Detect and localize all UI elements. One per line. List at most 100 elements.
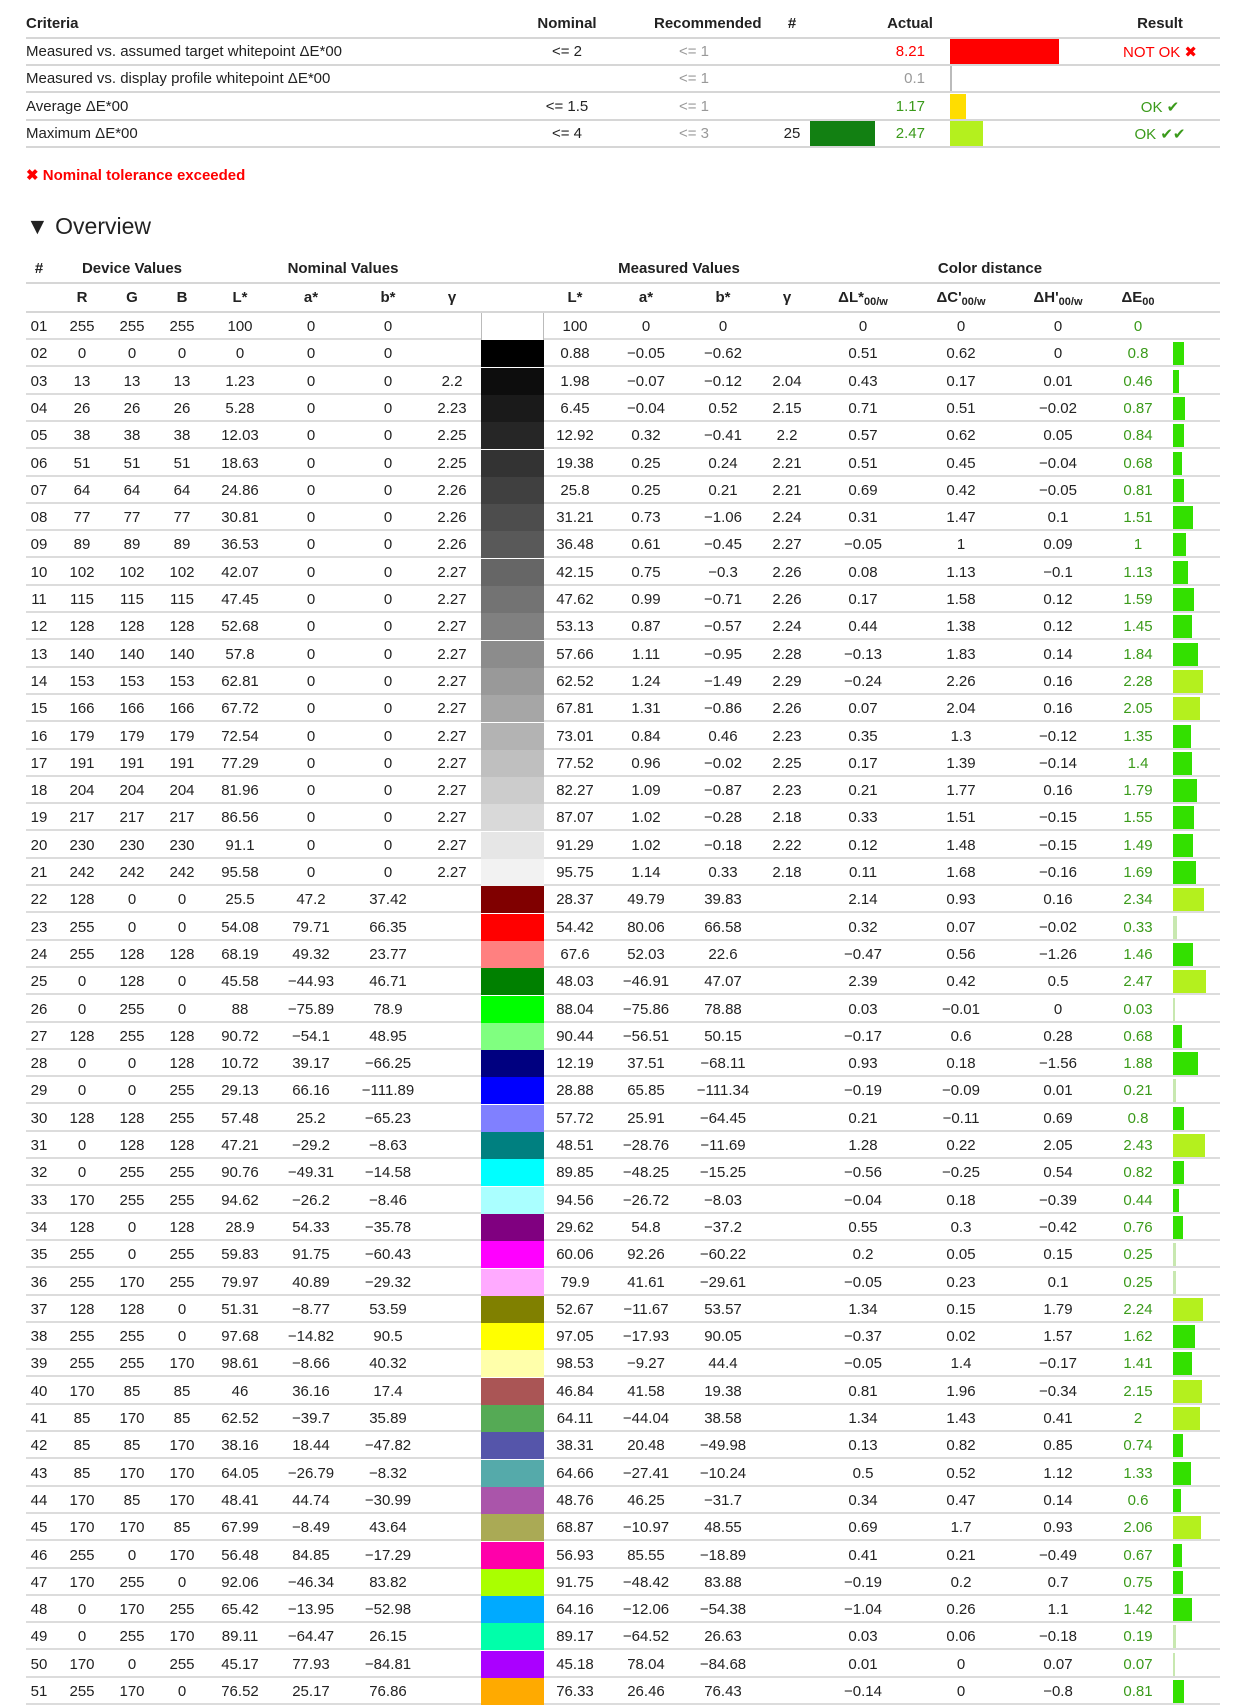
table-row: 34 128 0 128 28.9 54.33 −35.78 29.62 54.8 −37.2 0.… xyxy=(26,1213,1220,1241)
cell-value: 0.05 xyxy=(946,1246,976,1264)
cell-value: 25.2 xyxy=(296,1109,326,1127)
cell-value: 0.7 xyxy=(1047,1573,1069,1591)
color-swatch xyxy=(481,394,544,422)
table-row: 12 128 128 128 52.68 0 0 2.27 53.13 0.87 −0.57 2.24… xyxy=(26,613,1220,641)
cell-value: 0 xyxy=(383,700,393,718)
cell-value: 0.52 xyxy=(708,399,738,417)
cell-value: 0 xyxy=(383,318,393,335)
cell-value: 90.05 xyxy=(704,1328,742,1346)
cell-value: 48.55 xyxy=(704,1519,742,1537)
cell-value: 38.31 xyxy=(556,1437,594,1455)
patch-number: 44 xyxy=(30,1491,48,1509)
cell-value: 0 xyxy=(77,1055,87,1073)
color-swatch xyxy=(481,695,544,723)
cell-value: −44.93 xyxy=(287,973,335,991)
cell-value: 0.5 xyxy=(852,1464,874,1482)
recommended-value: <= 1 xyxy=(678,43,710,60)
cell-value: 1.14 xyxy=(631,864,661,881)
cell-value: 77.52 xyxy=(556,754,594,772)
color-swatch xyxy=(481,722,544,750)
cell-value: 88.04 xyxy=(556,1000,594,1018)
cell-value: −0.05 xyxy=(627,345,665,363)
cell-value: 67.72 xyxy=(221,700,259,718)
column-header-label: ΔC' xyxy=(936,289,962,306)
cell-value: 255 xyxy=(119,1000,145,1018)
cell-value: 56.48 xyxy=(221,1546,259,1564)
cell-value: 1.35 xyxy=(1123,727,1153,745)
cell-value: −64.52 xyxy=(622,1628,670,1646)
cell-value: 91.75 xyxy=(292,1246,330,1264)
cell-value: 179 xyxy=(69,727,95,745)
patch-number: 09 xyxy=(30,536,48,554)
cell-value: 77 xyxy=(123,509,141,527)
cell-value: 83.88 xyxy=(704,1573,742,1591)
cell-value: 0 xyxy=(383,809,393,827)
cell-value: 0.12 xyxy=(1043,618,1073,636)
cell-value: 2.14 xyxy=(848,891,878,909)
cell-value: −11.69 xyxy=(700,1137,746,1154)
cell-value: 40.89 xyxy=(292,1273,330,1291)
cell-value: 170 xyxy=(69,1491,95,1509)
cell-value: 0 xyxy=(77,1000,87,1018)
cell-value: 51 xyxy=(73,454,91,472)
cell-value: 38 xyxy=(123,427,141,445)
cell-value: 0.3 xyxy=(950,1218,972,1236)
cell-value: 2.04 xyxy=(772,372,802,390)
cell-value: 12.19 xyxy=(556,1055,594,1073)
cell-value: 2.15 xyxy=(772,399,802,417)
table-row: 43 85 170 170 64.05 −26.79 −8.32 64.66 −27.41 −10… xyxy=(26,1459,1220,1487)
table-row: 27 128 255 128 90.72 −54.1 48.95 90.44 −56.51 50.… xyxy=(26,1022,1220,1050)
cell-value: 0.25 xyxy=(1123,1273,1153,1291)
table-row: 47 170 255 0 92.06 −46.34 83.82 91.75 −48.42 83.8… xyxy=(26,1568,1220,1596)
cell-value: 82.27 xyxy=(556,782,594,800)
cell-value: 1.33 xyxy=(1123,1464,1153,1482)
cell-value: 230 xyxy=(119,836,145,854)
column-header: a* xyxy=(638,289,654,306)
cell-value: 1.77 xyxy=(946,782,976,800)
cell-value: 0.23 xyxy=(946,1273,976,1291)
cell-value: 2.29 xyxy=(772,672,802,690)
cell-value: −0.11 xyxy=(942,1109,980,1127)
delta-e-bar xyxy=(1173,806,1194,830)
color-swatch xyxy=(481,1241,544,1269)
cell-value: 0 xyxy=(383,591,393,608)
cell-value: 36.53 xyxy=(221,536,259,554)
cell-value: 153 xyxy=(119,672,145,690)
cell-value: 191 xyxy=(119,754,145,772)
cell-value: 23.77 xyxy=(369,945,407,963)
table-row: 02 0 0 0 0 0 0 0.88 −0.05 −0.62 0.51 0.62 0 0.8 xyxy=(26,340,1220,368)
cell-value: 13 xyxy=(123,372,141,390)
overview-section-toggle[interactable]: ▼ Overview xyxy=(26,213,151,240)
cell-value: 2.27 xyxy=(437,754,467,772)
divider xyxy=(26,37,1220,39)
delta-e-bar xyxy=(1173,997,1175,1021)
recommended-value: <= 1 xyxy=(678,70,710,88)
cell-value: 1.09 xyxy=(631,782,661,800)
cell-value: 1.46 xyxy=(1123,945,1153,963)
cell-value: 255 xyxy=(69,1328,95,1346)
cell-value: 85 xyxy=(73,1410,91,1427)
color-swatch xyxy=(481,1568,544,1596)
cell-value: 0.93 xyxy=(946,891,976,909)
cell-value: 90.5 xyxy=(373,1328,403,1346)
cell-value: 35.89 xyxy=(369,1410,407,1427)
cell-value: 128 xyxy=(69,1218,95,1236)
column-header: R xyxy=(76,289,88,306)
cell-value: 128 xyxy=(119,1137,145,1154)
color-swatch xyxy=(481,1432,544,1460)
delta-e-bar xyxy=(1173,1052,1199,1076)
delta-e-bar xyxy=(1173,588,1195,611)
cell-value: −0.13 xyxy=(844,645,882,663)
column-header: ΔH'00/w xyxy=(1008,289,1108,308)
cell-value: 0.1 xyxy=(1047,509,1069,527)
cell-value: −0.05 xyxy=(1039,481,1077,499)
cell-value: 128 xyxy=(119,945,145,963)
cell-value: 0.07 xyxy=(848,700,878,718)
cell-value: 0.31 xyxy=(848,509,878,527)
cell-value: 98.61 xyxy=(221,1355,259,1373)
cell-value: 204 xyxy=(169,782,195,800)
cell-value: 66.16 xyxy=(292,1082,330,1100)
cell-value: 0.28 xyxy=(1043,1027,1073,1045)
table-row: 38 255 255 0 97.68 −14.82 90.5 97.05 −17.93 90.05… xyxy=(26,1323,1220,1351)
cell-value: 0 xyxy=(956,1683,966,1700)
